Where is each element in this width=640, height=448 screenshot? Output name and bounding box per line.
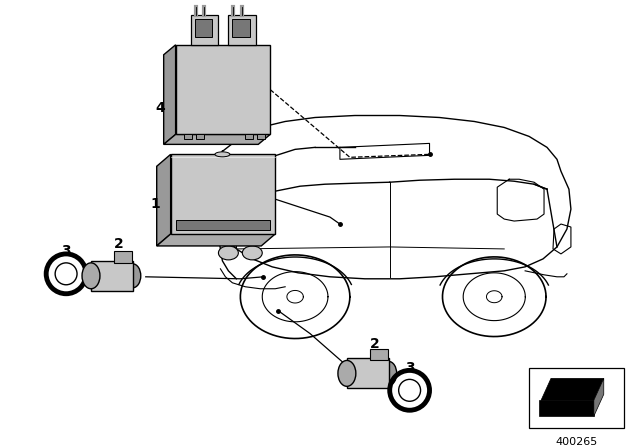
Polygon shape xyxy=(164,45,175,144)
Text: 1: 1 xyxy=(151,197,161,211)
Text: 2: 2 xyxy=(114,237,124,251)
FancyBboxPatch shape xyxy=(257,134,265,139)
FancyBboxPatch shape xyxy=(245,134,253,139)
FancyBboxPatch shape xyxy=(196,134,204,139)
Polygon shape xyxy=(157,154,171,246)
Polygon shape xyxy=(157,234,275,246)
FancyBboxPatch shape xyxy=(171,154,275,234)
Ellipse shape xyxy=(338,361,356,386)
Text: 400265: 400265 xyxy=(556,437,598,447)
Ellipse shape xyxy=(381,362,397,385)
Ellipse shape xyxy=(125,264,141,288)
Polygon shape xyxy=(91,281,133,289)
Text: 3: 3 xyxy=(61,244,71,258)
Ellipse shape xyxy=(215,152,230,157)
Polygon shape xyxy=(347,379,388,386)
Text: 4: 4 xyxy=(156,100,166,115)
Text: 3: 3 xyxy=(405,362,415,375)
FancyBboxPatch shape xyxy=(175,45,270,134)
FancyBboxPatch shape xyxy=(529,368,624,428)
Ellipse shape xyxy=(243,246,262,260)
Ellipse shape xyxy=(82,263,100,289)
FancyBboxPatch shape xyxy=(232,19,250,37)
FancyBboxPatch shape xyxy=(91,261,133,291)
FancyBboxPatch shape xyxy=(539,400,594,416)
FancyBboxPatch shape xyxy=(114,251,132,263)
Polygon shape xyxy=(541,379,604,400)
Polygon shape xyxy=(594,379,604,416)
FancyBboxPatch shape xyxy=(191,15,218,45)
FancyBboxPatch shape xyxy=(370,349,388,361)
Polygon shape xyxy=(164,134,270,144)
Ellipse shape xyxy=(399,379,420,401)
FancyBboxPatch shape xyxy=(184,134,191,139)
Ellipse shape xyxy=(55,263,77,285)
FancyBboxPatch shape xyxy=(347,358,388,388)
FancyBboxPatch shape xyxy=(228,15,256,45)
FancyBboxPatch shape xyxy=(195,19,212,37)
FancyBboxPatch shape xyxy=(175,220,270,230)
Ellipse shape xyxy=(218,246,238,260)
Text: 2: 2 xyxy=(370,336,380,350)
